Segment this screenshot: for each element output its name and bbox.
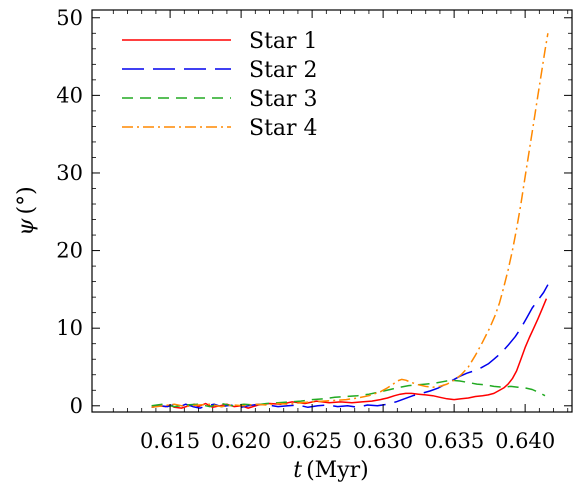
x-tick-label: 0.635 — [424, 429, 484, 453]
x-tick-label: 0.640 — [495, 429, 555, 453]
legend-label-star-3: Star 3 — [249, 87, 318, 112]
legend-label-star-2: Star 2 — [249, 58, 318, 83]
x-axis-label: t (Myr) — [293, 458, 368, 483]
y-tick-label: 30 — [56, 161, 83, 185]
series-layer — [151, 33, 549, 409]
x-tick-label: 0.630 — [353, 429, 413, 453]
x-axis-unit: (Myr) — [306, 458, 369, 483]
y-axis-variable: ψ — [14, 218, 39, 236]
x-tick-label: 0.625 — [282, 429, 342, 453]
series-line-star-1 — [151, 298, 548, 409]
y-tick-label: 50 — [56, 6, 83, 30]
plot-frame — [91, 9, 573, 413]
x-axis-variable: t — [293, 458, 302, 483]
x-tick-label: 0.620 — [211, 429, 271, 453]
y-tick-label: 20 — [56, 239, 83, 263]
x-tick-label: 0.615 — [140, 429, 200, 453]
legend: Star 1 Star 2 Star 3 Star 4 — [122, 29, 318, 141]
series-line-star-4 — [151, 33, 549, 409]
tick-layer: 0.615 0.620 0.625 0.630 0.635 0.640 0 10 20 30 40 5… — [56, 6, 572, 453]
y-tick-label: 0 — [70, 394, 83, 418]
series-line-star-2 — [151, 284, 549, 409]
legend-label-star-4: Star 4 — [249, 116, 318, 141]
y-tick-label: 40 — [56, 83, 83, 107]
y-axis-label: ψ (°) — [14, 186, 39, 235]
y-axis-unit: (°) — [14, 186, 39, 214]
legend-label-star-1: Star 1 — [249, 29, 318, 54]
y-tick-label: 10 — [56, 316, 83, 340]
